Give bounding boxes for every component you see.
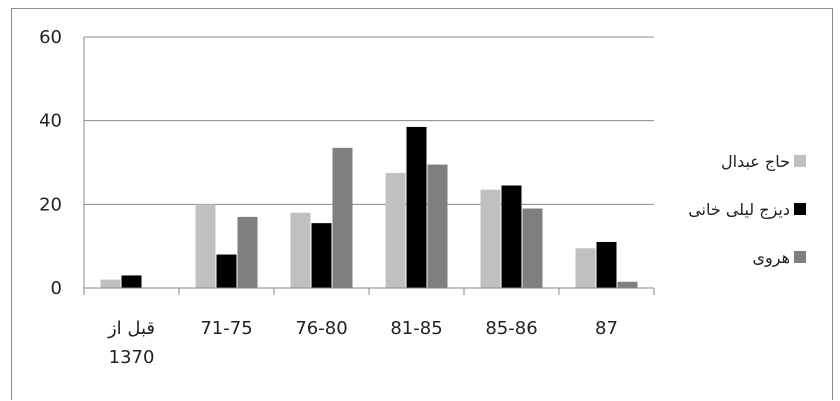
legend: حاج عبدال دیزج لیلی خانی هروی — [688, 152, 806, 268]
y-tick-label: 20 — [39, 194, 62, 215]
bar — [100, 279, 121, 288]
x-tick-label: 71-75 — [200, 318, 252, 339]
bar — [237, 216, 258, 288]
x-tick-label: قبل از — [107, 318, 155, 339]
legend-label: دیزج لیلی خانی — [688, 200, 790, 220]
bar — [617, 281, 638, 288]
x-tick-label: 76-80 — [295, 318, 347, 339]
legend-label: حاج عبدال — [721, 152, 790, 172]
bar — [216, 254, 237, 288]
legend-label: هروی — [752, 248, 790, 268]
x-tick-label: 1370 — [109, 347, 155, 368]
bar — [406, 126, 427, 288]
x-tick-label: 81-85 — [390, 318, 442, 339]
x-axis — [83, 287, 655, 295]
x-axis-labels: قبل از 1370 71-75 76-80 81-85 85-86 87 — [107, 318, 618, 368]
legend-swatch — [794, 155, 806, 167]
bar — [311, 223, 332, 288]
bar — [522, 208, 543, 288]
bar — [575, 248, 596, 288]
bars — [100, 126, 638, 288]
legend-swatch — [794, 203, 806, 215]
bar — [290, 212, 311, 288]
bar — [121, 275, 142, 288]
bar — [427, 164, 448, 288]
y-tick-label: 0 — [51, 278, 62, 299]
bar — [596, 241, 617, 288]
x-tick-label: 85-86 — [485, 318, 537, 339]
bar — [480, 189, 501, 288]
bar — [332, 147, 353, 288]
legend-swatch — [794, 251, 806, 263]
bar — [501, 185, 522, 288]
gridlines — [83, 36, 654, 288]
bar — [195, 204, 216, 288]
bar — [385, 172, 406, 288]
x-tick-label: 87 — [595, 318, 618, 339]
y-axis-ticks: 0 20 40 60 — [39, 27, 62, 299]
y-tick-label: 40 — [39, 111, 62, 132]
y-tick-label: 60 — [39, 27, 62, 48]
